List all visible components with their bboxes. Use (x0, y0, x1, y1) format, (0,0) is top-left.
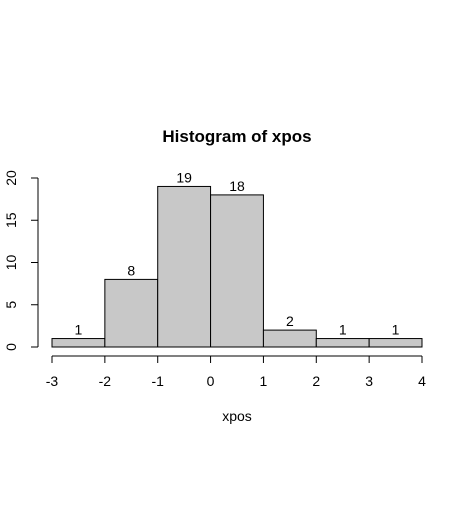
y-axis: 0 5 10 15 20 (3, 170, 39, 351)
histogram-bar (315, 338, 370, 348)
x-axis-label: xpos (222, 408, 252, 424)
histogram-bar (210, 194, 264, 348)
bars-group (51, 185, 423, 348)
histogram-bar (51, 338, 106, 348)
chart-title: Histogram of xpos (162, 127, 311, 146)
x-tick-label: -1 (151, 373, 164, 389)
y-tick-label: 0 (3, 343, 19, 351)
histogram-bar (368, 338, 423, 348)
x-tick-label: -2 (99, 373, 112, 389)
bar-count-label: 19 (176, 169, 192, 185)
x-axis: -3 -2 -1 0 1 2 3 4 (46, 355, 426, 389)
histogram-bar (157, 185, 212, 348)
bar-count-label: 2 (286, 313, 294, 329)
bar-count-label: 1 (339, 322, 347, 338)
x-tick-label: 0 (207, 373, 215, 389)
bar-count-label: 1 (392, 322, 400, 338)
y-tick-label: 10 (3, 255, 19, 271)
x-tick-label: 3 (365, 373, 373, 389)
histogram-bar (104, 278, 159, 348)
y-tick-label: 15 (3, 212, 19, 228)
x-tick-label: -3 (46, 373, 59, 389)
x-tick-label: 2 (312, 373, 320, 389)
bar-count-label: 8 (127, 262, 135, 278)
y-tick-label: 20 (3, 170, 19, 186)
histogram-bar (262, 329, 317, 348)
bar-count-label: 18 (229, 178, 245, 194)
bar-count-label: 1 (75, 322, 83, 338)
x-tick-label: 4 (418, 373, 426, 389)
y-tick-label: 5 (3, 301, 19, 309)
x-tick-label: 1 (260, 373, 268, 389)
